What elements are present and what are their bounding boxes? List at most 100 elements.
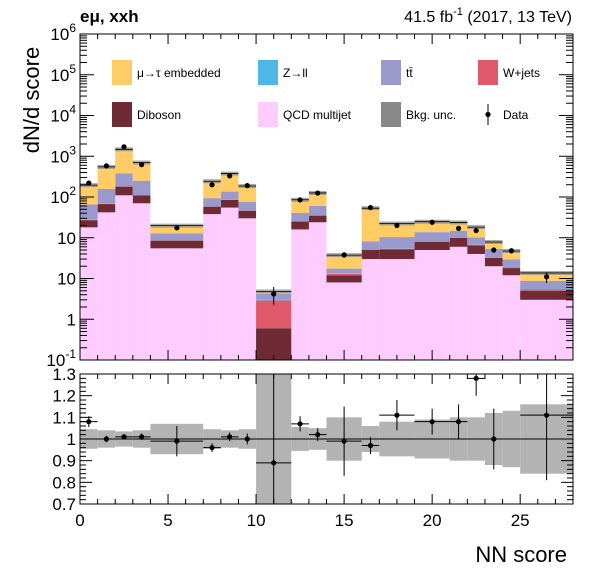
stack-bar [80,227,98,360]
x-tick-label: 25 [511,511,530,530]
stack-bar [467,237,485,245]
stack-bar [80,220,98,228]
data-points [86,144,550,306]
x-tick-label: 20 [423,511,442,530]
stack-bar [484,266,503,360]
data-point [121,144,127,150]
data-point [174,225,180,231]
data-point [491,247,497,253]
stack-bar [326,273,362,276]
stack-bar [520,289,573,291]
stack-bar [308,205,327,216]
ratio-y-tick-label: 0.7 [52,495,76,514]
stack-bar [150,240,204,249]
stack-bar [326,273,362,274]
ratio-point [394,412,400,418]
stack-bar [379,237,415,249]
ratio-point [86,419,92,425]
stack-bar [379,259,415,360]
stack-bar [291,221,309,230]
ratio-point [367,442,374,449]
x-tick-label: 5 [163,511,172,530]
stack-bar [502,268,521,276]
legend-label: Data [503,108,529,122]
stack-bar [467,245,485,254]
stack-bar [502,259,521,267]
x-tick-label: 10 [247,511,266,530]
y-tick-label: 103 [50,143,76,166]
stack-bar [361,208,380,242]
stack-bar [520,280,573,289]
data-point [139,162,145,168]
stack-bar [256,328,292,360]
ratio-y-tick-label: 1 [67,430,76,449]
stack-bar [502,250,521,260]
ratio-point [209,445,215,451]
legend-label: tt̄ [406,66,413,80]
ratio-point [139,434,145,440]
stack-bar [361,249,380,251]
stack-bar [115,173,133,187]
ratio-point [174,438,180,444]
legend-marker [485,111,491,118]
stack-bar [203,181,221,199]
legend-swatch [112,60,132,85]
stack-bar [467,253,485,360]
stack-bar [203,206,221,215]
ratio-point [455,419,462,425]
ratio-point [103,436,110,442]
legend-swatch [478,60,498,85]
ratio-y-tick-label: 0.9 [52,452,76,471]
stack-bar [414,250,450,360]
stack-bar [326,268,362,274]
stack-bar [308,192,327,206]
stack-bar [361,241,380,250]
stack-bar [379,248,415,250]
data-point [508,248,514,254]
stack-bar [326,255,362,269]
stack-histogram [80,147,573,360]
stack-bar [80,185,98,205]
y-tick-label: 102 [50,184,76,207]
data-point [367,204,374,211]
ratio-point [271,460,277,466]
stack-bar [150,248,204,360]
legend-label: Bkg. unc. [406,108,456,122]
stack-bar [220,191,239,200]
legend-label: QCD multijet [283,108,352,122]
legend-swatch [112,102,132,127]
stack-bar [484,257,503,258]
y-tick-label: 10-1 [46,347,76,370]
data-point [209,182,215,188]
x-tick-label: 15 [335,511,354,530]
x-axis-title: NN score [475,542,567,567]
stack-bar [97,188,116,204]
ratio-point [315,432,321,438]
stack-bar [520,299,573,360]
legend-swatch [381,60,401,85]
ratio-y-tick-label: 1.2 [52,387,76,406]
stack-bar [484,257,503,267]
stack-bar [238,201,257,211]
x-tick-label: 0 [75,511,84,530]
ratio-point [244,436,250,442]
stack-bar [414,232,450,242]
ratio-y-tick-label: 0.8 [52,473,76,492]
stack-bar [520,290,573,300]
lumi-label: 41.5 fb-1 (2017, 13 TeV) [404,6,572,26]
stack-bar [203,214,221,360]
stack-bar [326,275,362,283]
data-point [86,180,92,186]
stack-bar [449,237,468,247]
data-point [341,252,347,258]
stack-bar [308,222,327,360]
stack-bar [308,215,327,223]
stack-bar [484,242,503,249]
data-point [543,274,550,280]
stack-bar [502,267,521,269]
stack-bar [291,229,309,360]
stack-bar [220,173,239,192]
stack-bar [115,186,133,196]
legend-label: W+jets [503,66,540,80]
main-y-axis: 10-1 1 10 10 102 103 104 105 106 [46,21,574,370]
